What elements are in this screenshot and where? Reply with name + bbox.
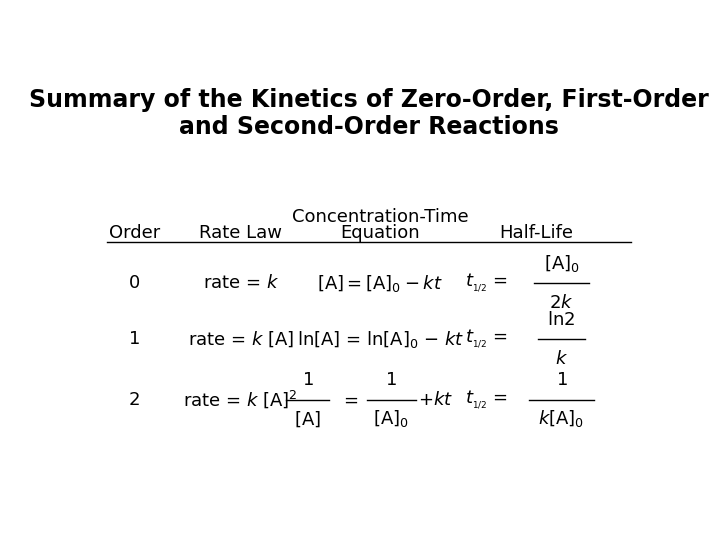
Text: $1$: $1$ [385,371,397,389]
Text: $\mathrm{ln2}$: $\mathrm{ln2}$ [547,311,575,329]
Text: Rate Law: Rate Law [199,224,282,242]
Text: 0: 0 [129,274,140,292]
Text: $k$: $k$ [555,350,568,368]
Text: and Second-Order Reactions: and Second-Order Reactions [179,115,559,139]
Text: rate = $k$ [A]$^2$: rate = $k$ [A]$^2$ [184,389,298,410]
Text: $t_{_{1/2}}$ =: $t_{_{1/2}}$ = [465,328,508,350]
Text: $[\mathrm{A}] = [\mathrm{A}]_0 - kt$: $[\mathrm{A}] = [\mathrm{A}]_0 - kt$ [318,273,443,294]
Text: $1$: $1$ [556,371,567,389]
Text: $1$: $1$ [302,371,313,389]
Text: $=$: $=$ [340,390,359,409]
Text: ln[A] = ln[A]$_0$ $-$ $kt$: ln[A] = ln[A]$_0$ $-$ $kt$ [297,329,464,350]
Text: Equation: Equation [341,224,420,242]
Text: Half-Life: Half-Life [500,224,573,242]
Text: $+ kt$: $+ kt$ [418,390,454,409]
Text: Concentration-Time: Concentration-Time [292,207,469,226]
Text: $[\mathrm{A}]_0$: $[\mathrm{A}]_0$ [374,408,409,429]
Text: Order: Order [109,224,161,242]
Text: $2k$: $2k$ [549,294,574,312]
Text: $t_{_{1/2}}$ =: $t_{_{1/2}}$ = [465,388,508,410]
Text: 1: 1 [129,330,140,348]
Text: $t_{_{1/2}}$ =: $t_{_{1/2}}$ = [465,272,508,294]
Text: 2: 2 [129,390,140,409]
Text: rate = $k$ [A]: rate = $k$ [A] [188,329,294,349]
Text: $[\mathrm{A}]_0$: $[\mathrm{A}]_0$ [544,253,580,274]
Text: Summary of the Kinetics of Zero-Order, First-Order: Summary of the Kinetics of Zero-Order, F… [29,88,709,112]
Text: $k[\mathrm{A}]_0$: $k[\mathrm{A}]_0$ [539,408,585,429]
Text: $[\mathrm{A}]$: $[\mathrm{A}]$ [294,409,321,429]
Text: rate = $k$: rate = $k$ [202,274,279,292]
